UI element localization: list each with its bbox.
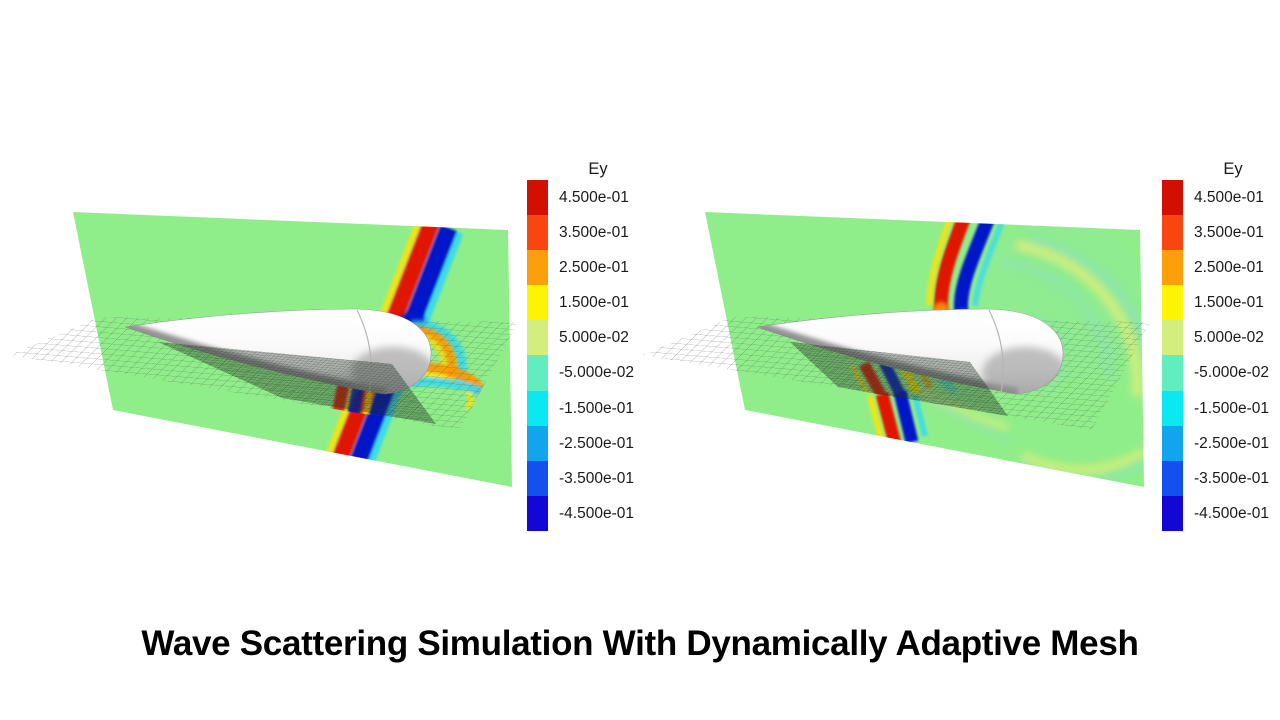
- legend-swatch: [527, 250, 548, 286]
- legend-swatch: [527, 180, 548, 216]
- legend-label: 1.500e-01: [1194, 294, 1264, 312]
- legend-swatch: [1162, 425, 1183, 461]
- legend-row: -4.500e-01: [1162, 495, 1280, 531]
- legend-row: 3.500e-01: [1162, 215, 1280, 251]
- refined-mesh-region-right: [790, 342, 1008, 416]
- legend-row: -3.500e-01: [1162, 460, 1280, 496]
- legend-label: -5.000e-02: [1194, 364, 1269, 382]
- legend-row: 3.500e-01: [527, 215, 657, 251]
- legend-row: 2.500e-01: [1162, 250, 1280, 286]
- legend-swatch: [1162, 460, 1183, 496]
- legend-row: -2.500e-01: [527, 425, 657, 461]
- legend-swatch: [1162, 215, 1183, 251]
- legend-row: -1.500e-01: [527, 390, 657, 426]
- colorbar-title: Ey: [1223, 160, 1243, 178]
- legend-swatch: [527, 460, 548, 496]
- legend-label: 2.500e-01: [1194, 259, 1264, 277]
- colorbar-title: Ey: [588, 160, 608, 178]
- legend-row: -2.500e-01: [1162, 425, 1280, 461]
- legend-swatch: [527, 215, 548, 251]
- legend-swatch: [1162, 285, 1183, 321]
- legend-row: 5.000e-02: [1162, 320, 1280, 356]
- legend-label: -1.500e-01: [559, 399, 634, 417]
- legend-row: 1.500e-01: [1162, 285, 1280, 321]
- legend-swatch: [1162, 390, 1183, 426]
- legend-swatch: [1162, 495, 1183, 531]
- legend-swatch: [527, 495, 548, 531]
- colorbar-right: Ey 4.500e-01 3.500e-01 2.500e-01 1.500e-01 5…: [1162, 161, 1280, 531]
- legend-label: 4.500e-01: [1194, 189, 1264, 206]
- refined-mesh-region-left: [158, 342, 436, 424]
- legend-swatch: [1162, 320, 1183, 356]
- panel-right: [642, 212, 1150, 487]
- legend-row: 5.000e-02: [527, 320, 657, 356]
- legend-swatch: [527, 320, 548, 356]
- legend-swatch: [1162, 355, 1183, 391]
- legend-row: -4.500e-01: [527, 495, 657, 531]
- legend-label: -4.500e-01: [1194, 504, 1269, 522]
- legend-row: -5.000e-02: [527, 355, 657, 391]
- legend-row: -5.000e-02: [1162, 355, 1280, 391]
- legend-row: 2.500e-01: [527, 250, 657, 286]
- legend-label: -5.000e-02: [559, 364, 634, 382]
- legend-label: 1.500e-01: [559, 294, 629, 312]
- legend-swatch: [527, 355, 548, 391]
- legend-swatch: [527, 285, 548, 321]
- panel-left: [10, 212, 518, 487]
- legend-row: 1.500e-01: [527, 285, 657, 321]
- legend-label: 2.500e-01: [559, 259, 629, 277]
- legend-label: 3.500e-01: [559, 224, 629, 242]
- legend-row: 4.500e-01: [527, 180, 657, 216]
- legend-label: -1.500e-01: [1194, 399, 1269, 417]
- legend-label: -3.500e-01: [559, 469, 634, 487]
- legend-row: -1.500e-01: [1162, 390, 1280, 426]
- legend-label: 4.500e-01: [559, 189, 629, 206]
- legend-swatch: [1162, 250, 1183, 286]
- legend-label: 5.000e-02: [1194, 329, 1264, 347]
- legend-label: -2.500e-01: [559, 434, 634, 452]
- colorbar-scale: 4.500e-01 3.500e-01 2.500e-01 1.500e-01 5.00…: [527, 180, 657, 531]
- legend-label: -2.500e-01: [1194, 434, 1269, 452]
- bent-incident-stripe: [926, 215, 1005, 315]
- legend-label: 3.500e-01: [1194, 224, 1264, 242]
- legend-swatch: [527, 425, 548, 461]
- legend-label: -4.500e-01: [559, 504, 634, 522]
- legend-label: -3.500e-01: [1194, 469, 1269, 487]
- legend-row: -3.500e-01: [527, 460, 657, 496]
- colorbar-left: Ey 4.500e-01 3.500e-01 2.500e-01 1.500e-01 5…: [527, 161, 657, 531]
- legend-swatch: [1162, 180, 1183, 216]
- legend-row: 4.500e-01: [1162, 180, 1280, 216]
- colorbar-scale: 4.500e-01 3.500e-01 2.500e-01 1.500e-01 5.00…: [1162, 180, 1280, 531]
- slide-title: Wave Scattering Simulation With Dynamica…: [141, 624, 1139, 663]
- legend-label: 5.000e-02: [559, 329, 629, 347]
- legend-swatch: [527, 390, 548, 426]
